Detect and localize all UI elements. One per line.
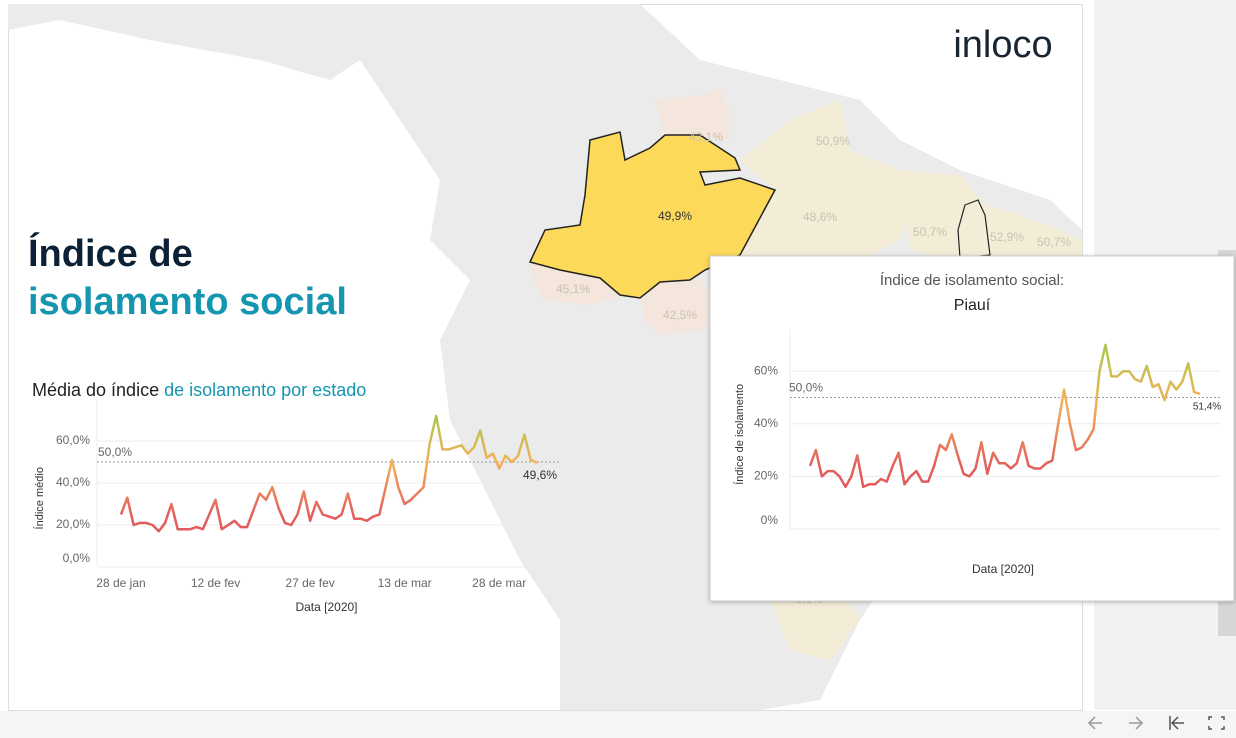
tooltip xyxy=(709,255,1235,602)
title: isolamento social xyxy=(28,281,347,323)
y-tick-label: 0,0% xyxy=(63,551,91,565)
state xyxy=(900,170,1082,260)
map-label: 48,6% xyxy=(803,210,837,224)
end-label: 51,4% xyxy=(1193,401,1221,412)
subtitle-part: de isolamento por estado xyxy=(164,380,366,400)
subtitle: Média do índice de isolamento por estado xyxy=(32,380,366,400)
y-axis-label: Índice médio xyxy=(33,467,46,529)
state xyxy=(530,262,620,305)
map-label: 50,7% xyxy=(913,225,947,239)
tooltip-title: Índice de isolamento social: xyxy=(880,272,1064,289)
x-axis-label: Data [2020] xyxy=(972,562,1034,576)
reference-label: 50,0% xyxy=(98,445,132,459)
reference-label: 50,0% xyxy=(789,381,823,395)
reset-button[interactable] xyxy=(1169,716,1184,730)
line xyxy=(808,343,1201,489)
map-label: 42,5% xyxy=(663,308,697,322)
x-tick-label: 12 de fev xyxy=(191,576,240,590)
x-tick-label: 27 de fev xyxy=(285,576,334,590)
state xyxy=(770,590,860,660)
y-tick-label: 60% xyxy=(754,363,778,377)
subtitle-part: Média do índice xyxy=(32,380,164,400)
end-label: 49,6% xyxy=(523,468,557,482)
state xyxy=(640,280,710,335)
tooltip-state: Piauí xyxy=(954,297,991,314)
map-label: 52,9% xyxy=(990,230,1024,244)
back-button[interactable] xyxy=(1087,716,1102,730)
map-label: 45,1% xyxy=(556,282,590,296)
y-axis-label: Índice de isolamento xyxy=(733,384,746,485)
title: Índice de xyxy=(28,231,193,275)
fullscreen-button[interactable] xyxy=(1208,716,1225,730)
map-label: 43,1% xyxy=(689,130,723,144)
map-label: 50,7% xyxy=(1037,235,1071,249)
line xyxy=(119,414,538,533)
y-tick-label: 20,0% xyxy=(56,517,90,531)
continent xyxy=(8,4,360,80)
x-axis-label: Data [2020] xyxy=(295,600,357,614)
map-label: 49,9% xyxy=(658,209,692,223)
x-tick-label: 13 de mar xyxy=(378,576,432,590)
y-tick-label: 20% xyxy=(754,469,778,483)
state xyxy=(655,88,730,140)
y-tick-label: 40% xyxy=(754,416,778,430)
forward-button[interactable] xyxy=(1129,716,1144,730)
piaui[interactable] xyxy=(957,199,991,259)
state xyxy=(740,100,915,260)
logo: inloco xyxy=(953,24,1052,66)
y-tick-label: 40,0% xyxy=(56,475,90,489)
toolbar xyxy=(0,711,1236,738)
x-tick-label: 28 de jan xyxy=(96,576,145,590)
y-tick-label: 0% xyxy=(761,513,779,527)
map-label: 50,9% xyxy=(816,134,850,148)
y-tick-label: 60,0% xyxy=(56,433,90,447)
x-tick-label: 28 de mar xyxy=(472,576,526,590)
